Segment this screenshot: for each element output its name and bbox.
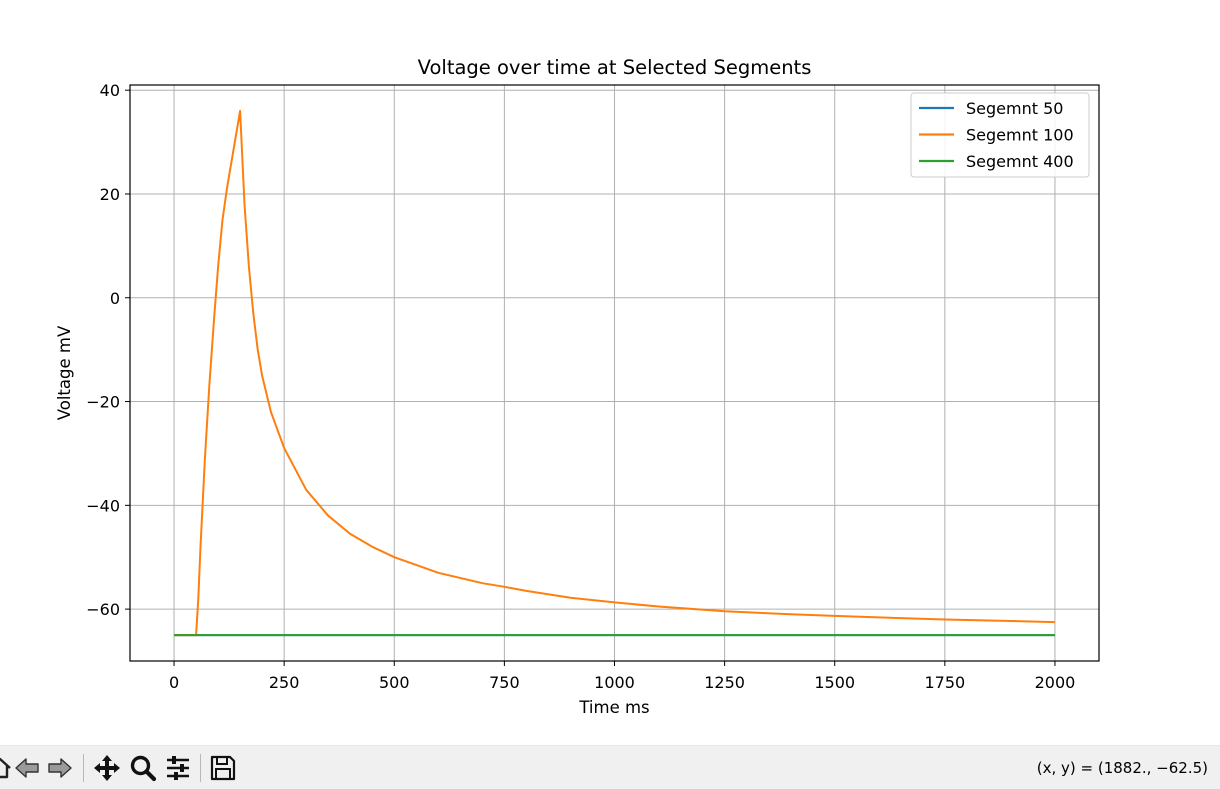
floppy-disk-icon [210, 755, 236, 781]
y-tick-label: 40 [100, 81, 120, 100]
x-tick-label: 250 [269, 673, 300, 692]
x-tick-label: 0 [169, 673, 179, 692]
y-axis-label: Voltage mV [55, 325, 74, 420]
home-icon [0, 757, 11, 779]
move-icon [94, 755, 120, 781]
y-tick-label: −40 [86, 496, 120, 515]
chart: 0 250 500 750 1000 1250 1500 1750 2000 −60 −40 −20 0… [55, 56, 1100, 717]
x-tick-label: 750 [489, 673, 520, 692]
legend-label: Segemnt 100 [966, 126, 1074, 145]
arrow-left-icon [15, 758, 39, 778]
cursor-coordinates: (x, y) = (1882., −62.5) [1036, 759, 1208, 777]
x-tick-label: 500 [379, 673, 410, 692]
figure: 0 250 500 750 1000 1250 1500 1750 2000 −60 −40 −20 0… [55, 56, 1100, 717]
x-tick-label: 1500 [814, 673, 855, 692]
y-tick-label: −60 [86, 600, 120, 619]
configure-subplots-button[interactable] [161, 752, 195, 784]
toolbar-separator [83, 754, 84, 782]
legend-label: Segemnt 400 [966, 152, 1074, 171]
save-button[interactable] [206, 752, 240, 784]
y-tick-label: 20 [100, 185, 120, 204]
navigation-toolbar: (x, y) = (1882., −62.5) [0, 745, 1220, 789]
legend-box [910, 92, 1090, 178]
home-button[interactable] [0, 752, 17, 784]
magnifier-icon [130, 755, 157, 782]
zoom-button[interactable] [126, 752, 160, 784]
toolbar-separator [200, 754, 201, 782]
x-axis-label: Time ms [578, 698, 649, 717]
pan-button[interactable] [90, 752, 124, 784]
y-tick-label: −20 [86, 393, 120, 412]
x-tick-label: 1000 [594, 673, 635, 692]
arrow-right-icon [48, 758, 72, 778]
sliders-icon [167, 756, 189, 780]
forward-button[interactable] [43, 752, 77, 784]
back-button[interactable] [10, 752, 44, 784]
y-tick-label: 0 [110, 289, 120, 308]
x-tick-label: 1250 [704, 673, 745, 692]
x-tick-label: 2000 [1035, 673, 1076, 692]
legend-label: Segemnt 50 [966, 99, 1063, 118]
x-tick-label: 1750 [924, 673, 965, 692]
series-line-2 [174, 109, 1056, 637]
chart-title: Voltage over time at Selected Segments [418, 56, 812, 79]
